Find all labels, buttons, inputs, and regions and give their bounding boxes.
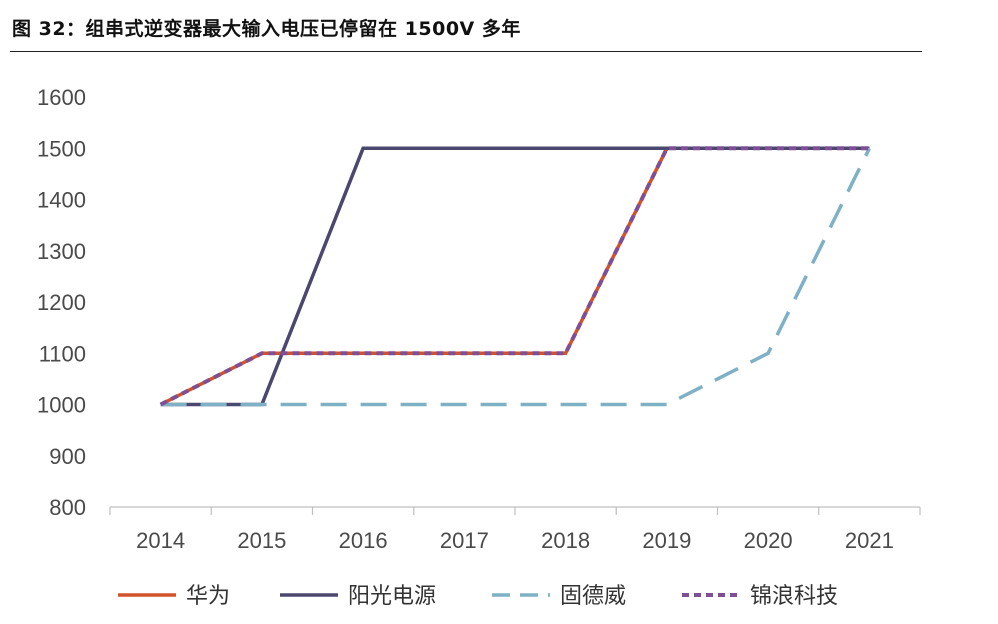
x-tick-label: 2014 [136,528,185,553]
y-tick-label: 900 [49,444,86,469]
x-tick-label: 2017 [440,528,489,553]
y-tick-label: 1600 [37,85,86,110]
legend-label-3: 锦浪科技 [750,584,838,609]
y-tick-label: 1500 [37,136,86,161]
y-tick-label: 1400 [37,188,86,213]
y-tick-label: 1300 [37,239,86,264]
legend-label-2: 固德威 [560,584,626,609]
x-tick-label: 2016 [339,528,388,553]
x-tick-label: 2021 [845,528,894,553]
y-tick-label: 1200 [37,290,86,315]
y-tick-label: 1000 [37,393,86,418]
chart-axes: 2014 2015 2016 2017 2018 2019 2020 2021 800 900 10… [37,85,921,553]
x-tick-label: 2018 [541,528,590,553]
legend-label-1: 阳光电源 [348,584,436,609]
x-tick-label: 2015 [237,528,286,553]
series-layer [159,146,871,407]
title-divider [10,51,922,52]
y-tick-label: 1100 [39,341,86,366]
x-tick-label: 2019 [642,528,691,553]
series-line-1 [160,146,870,407]
chart-title: 图 32：组串式逆变器最大输入电压已停留在 1500V 多年 [12,18,521,40]
y-tick-label: 800 [49,495,86,520]
legend-label-0: 华为 [186,584,230,609]
series-line-2 [160,147,871,407]
x-tick-label: 2020 [744,528,793,553]
series-line-3 [159,146,870,407]
series-line-0 [159,146,870,407]
chart-legend: 华为 阳光电源 固德威 锦浪科技 [118,584,838,609]
